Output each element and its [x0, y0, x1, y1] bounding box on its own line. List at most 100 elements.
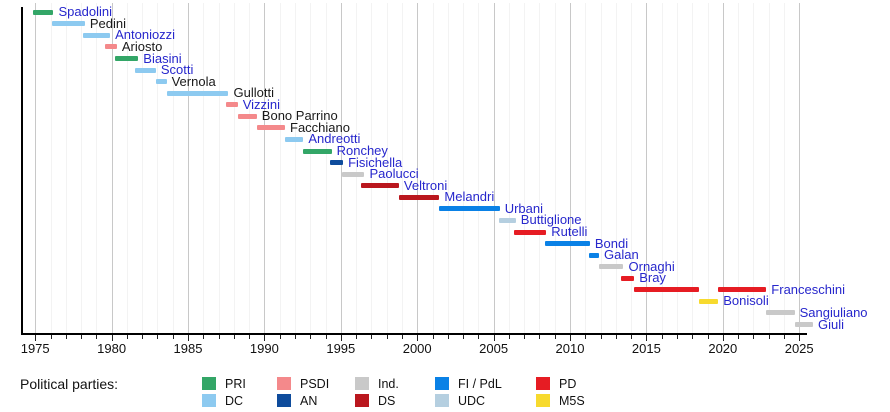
minister-label[interactable]: Urbani — [504, 200, 543, 216]
minor-gridline — [386, 3, 388, 333]
minister-label: Ariosto — [121, 38, 163, 54]
minor-gridline — [356, 3, 358, 333]
minor-gridline — [478, 3, 480, 333]
legend-swatch-AN — [277, 394, 291, 407]
legend-label-UDC: UDC — [458, 394, 486, 408]
x-axis-tick-label: 2020 — [708, 341, 738, 356]
minor-gridline — [233, 3, 235, 333]
minor-tick — [142, 335, 144, 339]
minister-label: Pedini — [89, 15, 127, 31]
minor-tick — [539, 335, 541, 339]
minor-tick — [508, 335, 510, 339]
minister-label[interactable]: Melandri — [444, 189, 495, 205]
minor-gridline — [738, 3, 740, 333]
term-bar — [513, 229, 547, 235]
minor-gridline — [661, 3, 663, 333]
legend-label-M5S: M5S — [559, 394, 585, 408]
minor-tick — [126, 335, 128, 339]
minister-label[interactable]: Buttiglione — [520, 212, 582, 228]
minor-tick — [371, 335, 373, 339]
major-tick — [111, 335, 113, 341]
major-gridline — [111, 3, 113, 333]
minor-tick — [233, 335, 235, 339]
term-bar — [498, 217, 516, 223]
term-bar — [52, 21, 85, 27]
minor-tick — [81, 335, 82, 339]
minor-tick — [692, 335, 694, 339]
legend-swatch-DS — [355, 394, 369, 407]
term-bar — [226, 102, 238, 108]
legend-label-DS: DS — [378, 394, 396, 408]
minister-label[interactable]: Biasini — [143, 50, 182, 66]
minister-label: Bono Parrino — [261, 108, 338, 124]
minor-tick — [172, 335, 174, 339]
minister-label[interactable]: Galan — [604, 247, 639, 263]
minister-label[interactable]: Andreotti — [308, 131, 361, 147]
term-bar — [32, 9, 54, 15]
minor-tick — [96, 335, 98, 339]
minister-label[interactable]: Spadolini — [58, 4, 113, 20]
major-gridline — [646, 3, 648, 333]
minor-gridline — [279, 3, 281, 333]
major-tick — [35, 335, 37, 341]
minister-label[interactable]: Ronchey — [336, 143, 388, 158]
term-bar — [621, 275, 635, 281]
minor-tick — [310, 335, 312, 339]
legend-label-PSDI: PSDI — [300, 377, 330, 391]
minister-label[interactable]: Bondi — [594, 235, 629, 251]
minor-gridline — [157, 3, 159, 333]
term-bar — [330, 160, 344, 166]
minor-tick — [249, 335, 251, 339]
major-gridline — [340, 3, 342, 333]
minister-label[interactable]: Sangiuliano — [799, 304, 868, 320]
minister-label[interactable]: Fisichella — [348, 154, 403, 170]
minister-label: Facchiano — [290, 119, 350, 135]
major-tick — [493, 335, 495, 341]
legend-swatch-FI — [435, 377, 449, 390]
minor-gridline — [142, 3, 144, 333]
x-axis-tick-label: 2005 — [479, 341, 509, 356]
minor-gridline — [600, 3, 602, 333]
minor-tick — [554, 335, 556, 339]
term-bar — [256, 125, 286, 131]
minor-tick — [524, 335, 526, 339]
term-bar — [155, 79, 167, 85]
term-bar — [237, 113, 257, 119]
minor-tick — [600, 335, 602, 339]
minor-tick — [615, 335, 617, 339]
legend-label-AN: AN — [300, 394, 318, 408]
major-tick — [340, 335, 342, 341]
term-bar — [135, 67, 156, 73]
minor-tick — [707, 335, 709, 339]
major-tick — [570, 335, 571, 341]
minor-tick — [463, 335, 464, 339]
major-tick — [722, 335, 724, 341]
minister-label[interactable]: Giuli — [818, 316, 845, 332]
major-tick — [264, 335, 266, 341]
minister-label[interactable]: Paolucci — [369, 166, 419, 182]
minor-gridline — [81, 3, 82, 333]
minister-label[interactable]: Vizzini — [242, 96, 281, 112]
minor-tick — [401, 335, 403, 339]
minor-tick — [478, 335, 480, 339]
legend-swatch-DC — [202, 394, 216, 407]
minor-gridline — [585, 3, 587, 333]
major-tick — [799, 335, 801, 341]
major-tick — [417, 335, 419, 341]
minor-gridline — [677, 3, 678, 333]
legend-label-Ind: Ind. — [378, 377, 399, 391]
x-axis-tick-label: 1985 — [173, 341, 203, 356]
minister-label[interactable]: Scotti — [160, 62, 194, 77]
legend-label-PRI: PRI — [225, 377, 246, 391]
minister-label[interactable]: Bray — [639, 270, 666, 286]
minister-label[interactable]: Franceschini — [771, 281, 845, 297]
minister-label[interactable]: Antoniozzi — [115, 27, 176, 43]
minor-gridline — [401, 3, 403, 333]
minor-tick — [753, 335, 755, 339]
minister-label[interactable]: Rutelli — [551, 224, 588, 239]
minister-label[interactable]: Veltroni — [403, 177, 448, 193]
minor-tick — [218, 335, 220, 339]
x-axis-tick-label: 1980 — [97, 341, 127, 356]
minister-label[interactable]: Ornaghi — [628, 258, 675, 274]
minister-label[interactable]: Bonisoli — [723, 293, 769, 309]
